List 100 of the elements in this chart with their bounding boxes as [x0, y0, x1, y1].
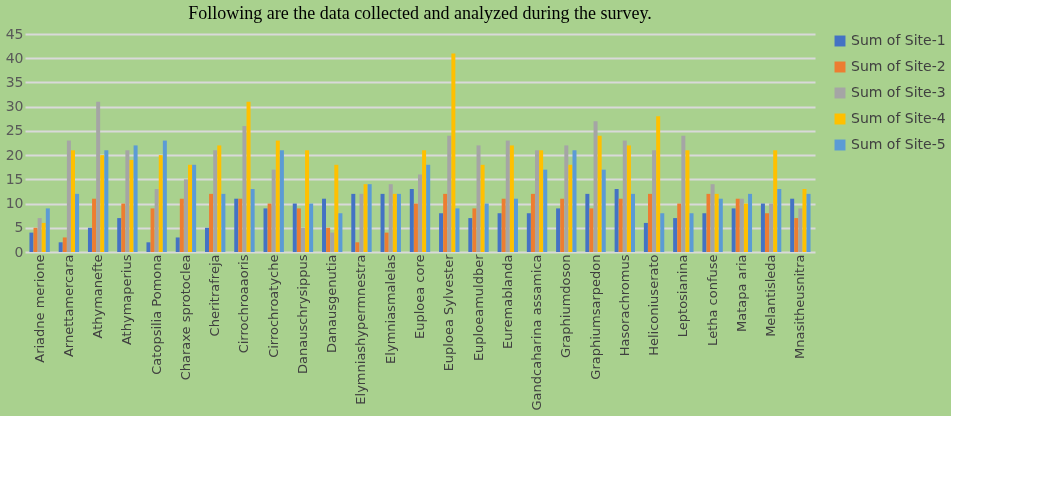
bar	[773, 150, 778, 252]
bar	[568, 164, 573, 252]
x-tick-label: Graphiumsarpedon	[587, 254, 603, 380]
bar	[217, 145, 222, 252]
bar	[355, 242, 360, 252]
bar	[731, 208, 736, 252]
bar	[652, 150, 657, 252]
bar	[413, 203, 418, 252]
bar	[409, 189, 414, 252]
x-tick-label: Charaxe sprotoclea	[177, 254, 193, 381]
x-tick-label: Melantisleda	[763, 254, 779, 337]
bar	[271, 169, 276, 252]
bar	[384, 232, 389, 252]
bar	[802, 189, 807, 252]
bar	[359, 193, 364, 252]
bar	[806, 193, 811, 252]
y-tick-label: 0	[14, 243, 24, 260]
bar	[484, 203, 489, 252]
legend-label: Sum of Site-2	[851, 58, 946, 74]
bar	[472, 208, 477, 252]
bar	[388, 184, 393, 252]
bar	[677, 203, 682, 252]
bar	[476, 145, 481, 252]
x-tick-label: Danausgenutia	[324, 254, 340, 354]
bar	[593, 121, 598, 252]
x-tick-label: Elymniashypermnestra	[353, 254, 369, 405]
x-tick-label: Mnasitheusnitra	[792, 254, 808, 359]
y-tick-label: 5	[14, 219, 24, 236]
chart-title: Following are the data collected and analyzed during the survey.	[188, 3, 652, 23]
y-tick-label: 30	[5, 98, 24, 115]
x-tick-label: Ariadne merione	[31, 254, 47, 363]
bar	[183, 179, 188, 252]
bar	[743, 203, 748, 252]
bar	[497, 213, 502, 252]
x-tick-label: Letha confuse	[704, 254, 720, 346]
bar	[234, 198, 239, 252]
bar	[718, 198, 723, 252]
bar	[351, 193, 356, 252]
bar	[501, 198, 506, 252]
bar	[396, 193, 401, 252]
bar	[706, 193, 711, 252]
bar	[513, 198, 518, 252]
bar	[543, 169, 548, 252]
x-tick-label: Euploea Sylvester	[441, 253, 457, 372]
bar	[62, 237, 67, 252]
bar	[179, 198, 184, 252]
bar	[250, 189, 255, 252]
x-tick-label: Arnettamercara	[60, 254, 76, 358]
bar	[66, 140, 71, 252]
bar	[392, 193, 397, 252]
x-tick-label: Athymanefte	[90, 254, 106, 339]
bar	[92, 198, 97, 252]
bar	[221, 193, 226, 252]
bar	[279, 150, 284, 252]
bar	[439, 213, 444, 252]
bar	[422, 150, 427, 252]
bar	[300, 227, 305, 252]
bar	[702, 213, 707, 252]
bar	[125, 150, 130, 252]
bar	[87, 227, 92, 252]
bar	[154, 189, 159, 252]
bar	[133, 145, 138, 252]
bar	[480, 164, 485, 252]
x-tick-label: Danauschrysippus	[294, 254, 310, 375]
bar	[631, 193, 636, 252]
x-tick-label: Euploeamuldber	[470, 253, 486, 362]
bar	[765, 213, 770, 252]
bar	[418, 174, 422, 252]
x-tick-label: Catopsilia Pomona	[148, 254, 164, 375]
bar	[447, 135, 452, 252]
bar	[296, 208, 301, 252]
bar	[334, 164, 339, 252]
bar	[367, 184, 372, 252]
bar	[572, 150, 577, 252]
bar	[589, 208, 594, 252]
x-tick-label: Gandcaharina assamica	[529, 254, 545, 411]
bar	[526, 213, 531, 252]
bar	[535, 150, 540, 252]
bar	[689, 213, 694, 252]
x-tick-label: Hasorachromus	[616, 254, 632, 357]
y-tick-label: 40	[5, 49, 24, 66]
bar	[710, 184, 715, 252]
bar	[560, 198, 565, 252]
bar	[29, 232, 34, 252]
x-tick-label: Athymaperius	[119, 254, 135, 346]
y-tick-label: 15	[5, 170, 24, 187]
x-tick-label: Cheritrafreja	[207, 254, 223, 337]
legend-label: Sum of Site-4	[851, 110, 946, 126]
bar	[204, 227, 209, 252]
bar	[760, 203, 765, 252]
x-tick-label: Graphiumdoson	[558, 254, 574, 359]
bar	[681, 135, 686, 252]
bar	[45, 208, 50, 252]
bar	[162, 140, 167, 252]
bar	[363, 184, 368, 252]
bar	[468, 218, 473, 252]
bar	[380, 193, 385, 252]
bar	[242, 126, 247, 252]
legend-label: Sum of Site-5	[851, 136, 946, 152]
bar	[104, 150, 109, 252]
